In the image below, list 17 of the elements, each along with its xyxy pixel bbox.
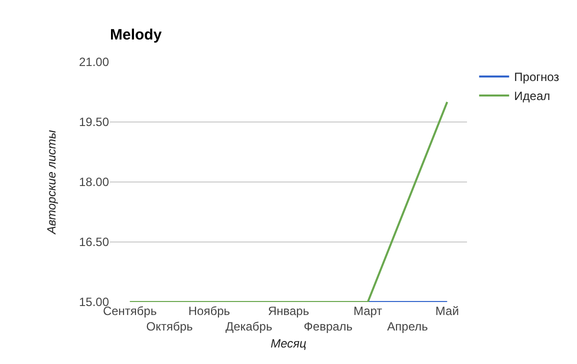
legend-label: Прогноз [514,70,560,84]
x-tick-label: Январь [268,304,310,318]
legend-label: Идеал [514,89,550,104]
x-tick-label: Март [353,304,383,318]
x-tick-label: Апрель [387,320,428,334]
x-tick-label: Май [435,304,459,318]
x-tick-label: Декабрь [225,320,272,334]
y-tick-label: 19.50 [78,115,110,130]
y-tick-label: 18.00 [78,175,110,190]
chart-title: Melody [110,26,162,44]
x-tick-label: Ноябрь [188,304,230,318]
y-tick-label: 21.00 [78,55,110,70]
x-tick-label: Октябрь [146,320,193,334]
x-tick-label: Февраль [304,320,353,334]
x-axis-title: Месяц [270,336,307,350]
y-axis-title: Авторские листы [44,130,58,235]
y-tick-label: 16.50 [78,235,110,250]
